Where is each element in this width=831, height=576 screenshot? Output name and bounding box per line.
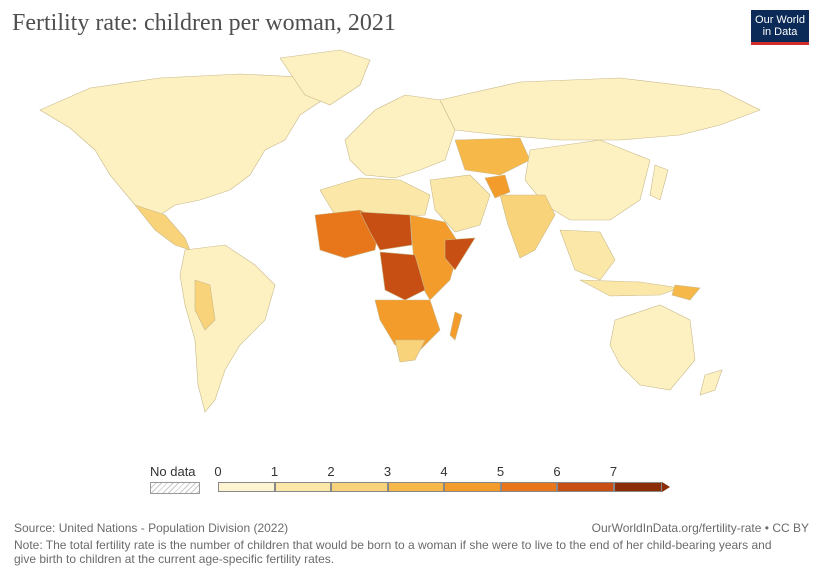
- region-greenland[interactable]: [279, 49, 371, 106]
- owid-logo[interactable]: Our World in Data: [751, 10, 809, 45]
- legend-bin[interactable]: [613, 482, 662, 492]
- note-line-1: Note: The total fertility rate is the nu…: [14, 538, 772, 552]
- region-south-africa[interactable]: [394, 339, 426, 363]
- region-north-america[interactable]: [39, 73, 331, 216]
- region-afghanistan[interactable]: [484, 174, 511, 199]
- legend-bin[interactable]: [218, 482, 275, 492]
- page-title: Fertility rate: children per woman, 2021: [12, 10, 396, 36]
- region-andes[interactable]: [194, 279, 216, 331]
- legend-bin[interactable]: [500, 482, 557, 492]
- legend-tick: 5: [496, 464, 505, 479]
- legend-tick: 1: [270, 464, 279, 479]
- legend-tick: 0: [214, 464, 222, 479]
- region-west-africa[interactable]: [314, 209, 381, 259]
- legend-tick: 4: [440, 464, 448, 479]
- region-papua-new-guinea[interactable]: [671, 284, 701, 301]
- region-russia[interactable]: [439, 77, 761, 141]
- region-europe[interactable]: [344, 94, 456, 179]
- legend-bin[interactable]: [274, 482, 331, 492]
- legend-bin[interactable]: [387, 482, 444, 492]
- no-data-swatch[interactable]: [150, 482, 200, 494]
- legend-arrow-icon: [661, 482, 670, 492]
- region-somalia[interactable]: [444, 237, 476, 271]
- legend-bin[interactable]: [331, 482, 388, 492]
- note-line-2: give birth to children at the current ag…: [14, 552, 335, 566]
- logo-line-2: in Data: [762, 26, 798, 38]
- region-indonesia[interactable]: [579, 279, 681, 297]
- legend-tick: 2: [327, 464, 335, 479]
- no-data-label: No data: [150, 464, 196, 479]
- region-southeast-asia[interactable]: [559, 229, 616, 281]
- legend-tick: 7: [609, 464, 618, 479]
- color-legend: No data 0 1 2 3 4 5 6 7: [150, 462, 680, 502]
- region-new-zealand[interactable]: [699, 369, 723, 396]
- region-east-asia[interactable]: [524, 139, 651, 221]
- legend-bin[interactable]: [557, 482, 614, 492]
- region-south-america[interactable]: [179, 244, 276, 413]
- note-text: Note: The total fertility rate is the nu…: [14, 538, 814, 566]
- region-central-asia[interactable]: [454, 137, 531, 176]
- region-madagascar[interactable]: [449, 311, 463, 341]
- legend-tick: 6: [553, 464, 561, 479]
- logo-line-1: Our World: [755, 14, 805, 26]
- url-text[interactable]: OurWorldInData.org/fertility-rate • CC B…: [591, 521, 809, 535]
- region-sahel[interactable]: [359, 211, 413, 251]
- region-australia[interactable]: [609, 304, 696, 391]
- region-middle-east[interactable]: [429, 174, 491, 233]
- region-central-africa[interactable]: [379, 251, 426, 301]
- region-south-asia[interactable]: [499, 194, 556, 259]
- source-text: Source: United Nations - Population Divi…: [14, 521, 289, 535]
- region-japan[interactable]: [649, 164, 669, 201]
- region-north-africa[interactable]: [319, 177, 431, 219]
- legend-tick: 3: [383, 464, 392, 479]
- legend-bin[interactable]: [444, 482, 501, 492]
